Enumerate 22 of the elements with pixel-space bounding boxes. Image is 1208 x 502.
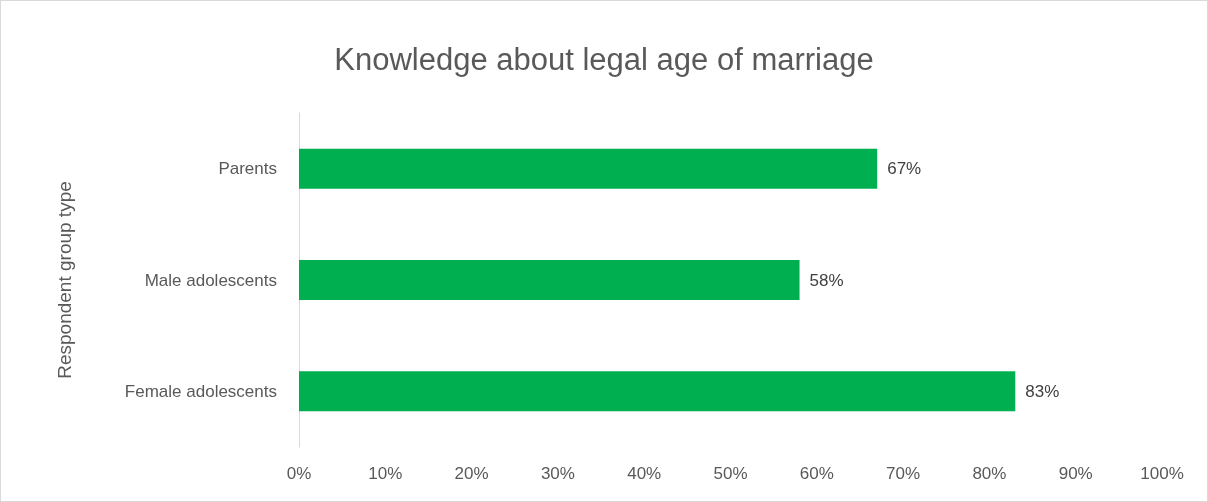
x-tick-label: 50% — [713, 464, 748, 483]
x-tick-label: 70% — [886, 464, 921, 483]
x-tick-label: 90% — [1058, 464, 1093, 483]
data-label: 67% — [887, 159, 922, 179]
x-tick-label: 40% — [627, 464, 662, 483]
x-tick-label: 30% — [540, 464, 575, 483]
x-tick-label: 0% — [286, 464, 312, 483]
y-tick-label: Parents — [218, 159, 277, 179]
y-axis-title: Respondent group type — [54, 181, 75, 379]
x-tick-label: 20% — [454, 464, 489, 483]
x-tick-label: 60% — [799, 464, 834, 483]
data-label: 58% — [809, 270, 844, 290]
y-tick-label: Female adolescents — [124, 381, 277, 401]
bar — [299, 371, 1016, 412]
data-label: 83% — [1025, 381, 1060, 401]
y-tick-label: Male adolescents — [144, 270, 277, 290]
x-tick-label: 80% — [972, 464, 1007, 483]
bar — [299, 260, 800, 300]
chart-title: Knowledge about legal age of marriage — [334, 42, 874, 77]
bar — [299, 148, 878, 189]
x-tick-label: 100% — [1140, 464, 1184, 483]
x-tick-label: 10% — [368, 464, 403, 483]
